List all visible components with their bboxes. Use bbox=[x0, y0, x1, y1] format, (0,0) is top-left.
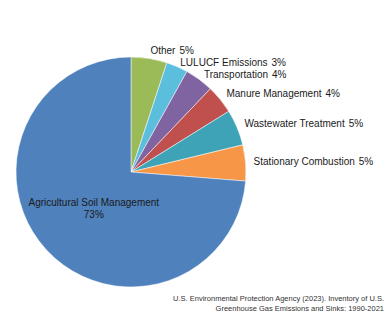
pie bbox=[16, 57, 246, 287]
slice-value: 5% bbox=[349, 118, 364, 129]
slice-name: LULUCF Emissions bbox=[180, 56, 267, 67]
data-labels: Other5%LULUCF Emissions3%Transportation4… bbox=[29, 44, 374, 220]
slice-name: Agricultural Soil Management bbox=[29, 197, 160, 208]
slice-value: 4% bbox=[326, 88, 341, 99]
slice-name: Manure Management bbox=[226, 88, 321, 99]
slice-value: 4% bbox=[272, 68, 287, 79]
data-label: Agricultural Soil Management73% bbox=[29, 197, 160, 220]
source-text: U.S. Environmental Protection Agency (20… bbox=[173, 294, 384, 303]
data-label: Stationary Combustion 5% bbox=[254, 156, 374, 167]
data-label: Other5% bbox=[150, 44, 194, 55]
slice-value: 73% bbox=[84, 209, 104, 220]
data-label: Manure Management 4% bbox=[226, 88, 340, 99]
slice-name: Wastewater Treatment bbox=[244, 118, 344, 129]
pie-slice bbox=[16, 57, 246, 287]
data-label: Wastewater Treatment 5% bbox=[244, 118, 363, 129]
data-label: Transportation 4% bbox=[204, 68, 287, 79]
slice-name: Other bbox=[150, 44, 176, 55]
data-label: LULUCF Emissions 3% bbox=[180, 56, 286, 67]
slice-value: 5% bbox=[359, 156, 374, 167]
slice-value: 3% bbox=[272, 56, 287, 67]
slice-value: 5% bbox=[179, 44, 194, 55]
slice-name: Transportation bbox=[204, 68, 268, 79]
source-text: Greenhouse Gas Emissions and Sinks: 1990… bbox=[216, 304, 384, 313]
slice-name: Stationary Combustion bbox=[254, 156, 355, 167]
chart: Other5%LULUCF Emissions3%Transportation4… bbox=[0, 0, 388, 323]
source: U.S. Environmental Protection Agency (20… bbox=[173, 294, 384, 313]
